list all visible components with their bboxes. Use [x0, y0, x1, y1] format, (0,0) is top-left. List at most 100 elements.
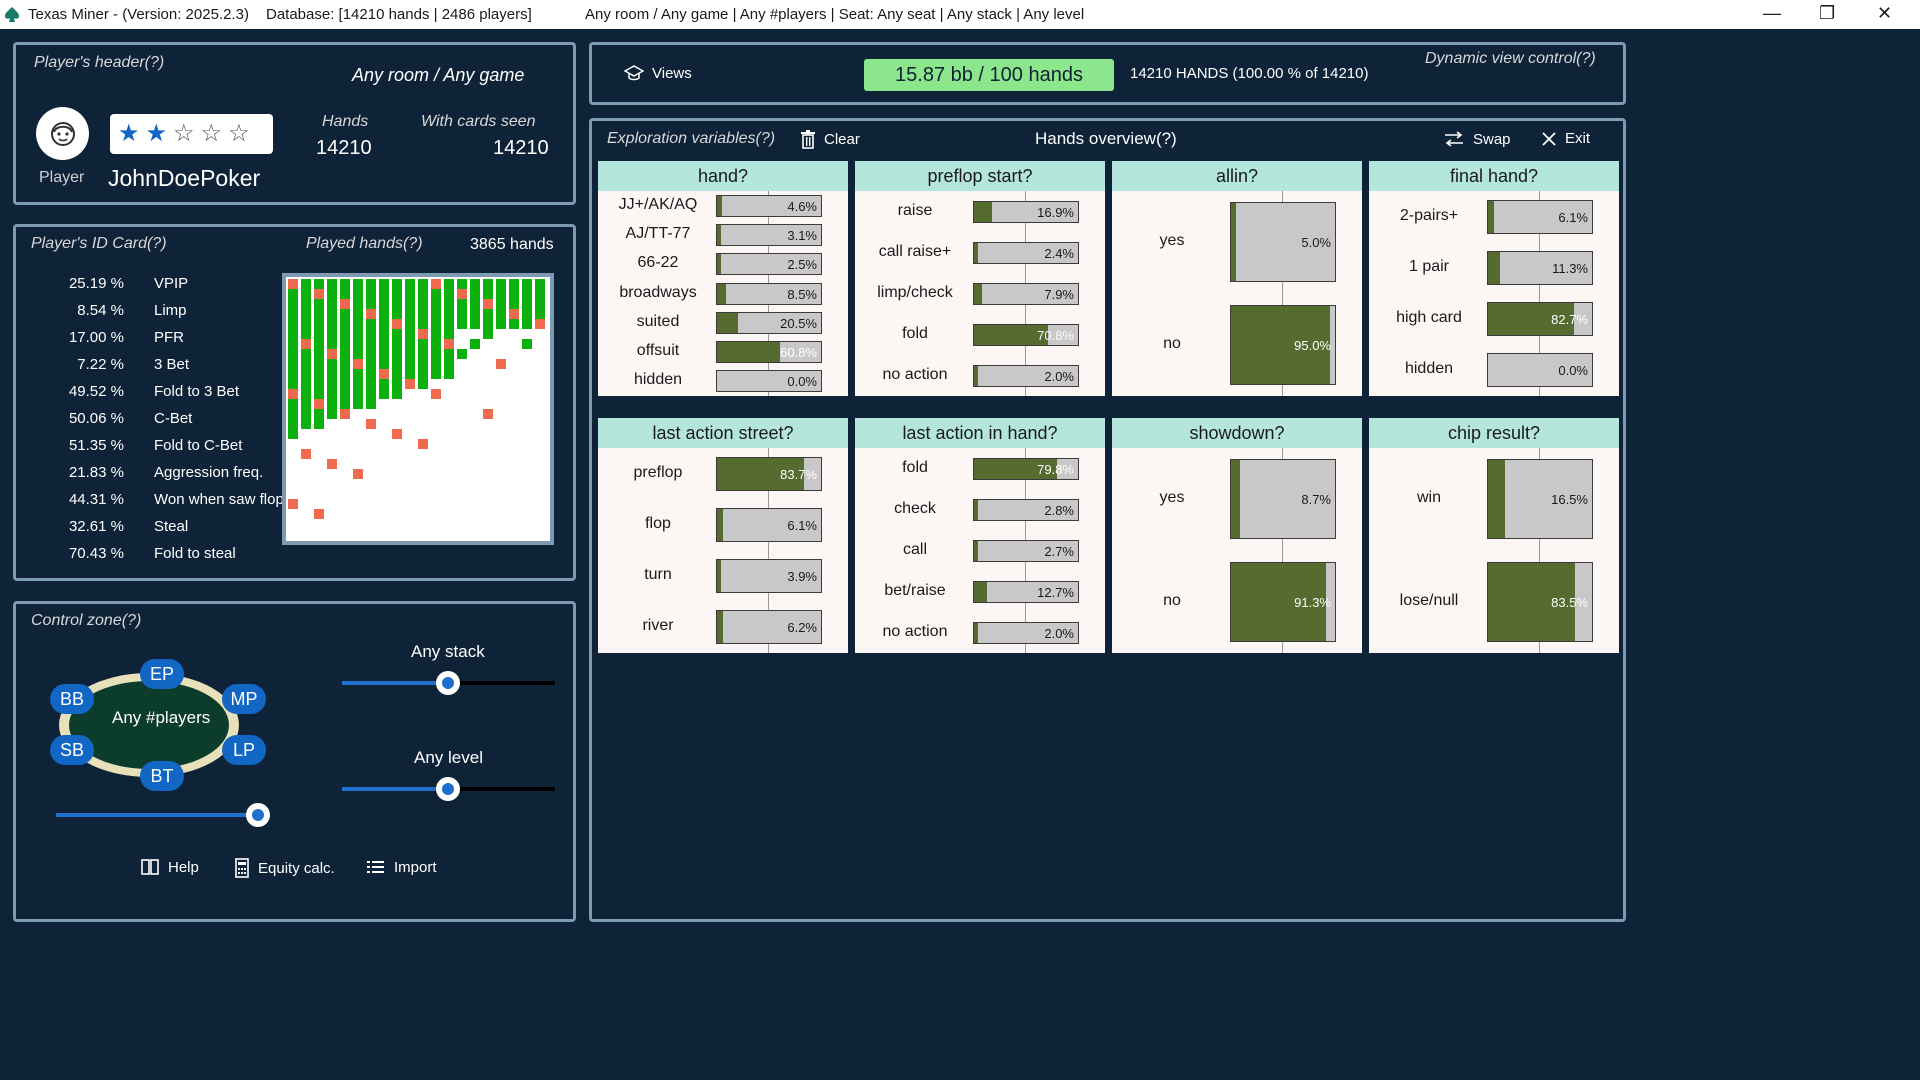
- seat-mp[interactable]: MP: [222, 684, 266, 714]
- players-slider-track[interactable]: [56, 813, 258, 817]
- option-row[interactable]: no 95.0%: [1112, 304, 1362, 385]
- percentage-bar[interactable]: 79.8%: [973, 457, 1079, 480]
- option-row[interactable]: lose/null 83.5%: [1369, 561, 1619, 642]
- card-title[interactable]: chip result?: [1369, 418, 1619, 448]
- option-row[interactable]: flop 6.1%: [598, 507, 848, 542]
- star-empty-icon[interactable]: ☆: [228, 120, 250, 147]
- option-row[interactable]: AJ/TT-77 3.1%: [598, 223, 848, 246]
- percentage-bar[interactable]: 6.1%: [1487, 199, 1593, 234]
- exploration-variables-title[interactable]: Exploration variables(?): [607, 130, 776, 147]
- help-button[interactable]: Help: [140, 858, 199, 876]
- percentage-bar[interactable]: 16.5%: [1487, 459, 1593, 540]
- percentage-bar[interactable]: 6.1%: [716, 507, 822, 542]
- percentage-bar[interactable]: 70.8%: [973, 323, 1079, 346]
- percentage-bar[interactable]: 2.4%: [973, 241, 1079, 264]
- played-hands-title[interactable]: Played hands(?): [306, 235, 423, 252]
- views-button[interactable]: Views: [624, 64, 692, 82]
- percentage-bar[interactable]: 8.7%: [1230, 459, 1336, 540]
- percentage-bar[interactable]: 0.0%: [1487, 353, 1593, 388]
- option-row[interactable]: fold 70.8%: [855, 323, 1105, 346]
- card-title[interactable]: allin?: [1112, 161, 1362, 191]
- option-row[interactable]: hidden 0.0%: [1369, 353, 1619, 388]
- star-empty-icon[interactable]: ☆: [200, 120, 223, 147]
- seat-lp[interactable]: LP: [222, 735, 266, 765]
- percentage-bar[interactable]: 60.8%: [716, 341, 822, 364]
- percentage-bar[interactable]: 82.7%: [1487, 302, 1593, 337]
- overview-card[interactable]: chip result? win 16.5% lose/null 83.5%: [1369, 418, 1619, 653]
- option-row[interactable]: limp/check 7.9%: [855, 282, 1105, 305]
- stat-row[interactable]: 32.61 % Steal: [40, 518, 188, 535]
- option-row[interactable]: check 2.8%: [855, 498, 1105, 521]
- percentage-bar[interactable]: 83.5%: [1487, 561, 1593, 642]
- percentage-bar[interactable]: 4.6%: [716, 194, 822, 217]
- stat-row[interactable]: 51.35 % Fold to C-Bet: [40, 437, 242, 454]
- stat-row[interactable]: 49.52 % Fold to 3 Bet: [40, 383, 239, 400]
- stat-row[interactable]: 7.22 % 3 Bet: [40, 356, 189, 373]
- option-row[interactable]: 1 pair 11.3%: [1369, 250, 1619, 285]
- overview-card[interactable]: final hand? 2-pairs+ 6.1% 1 pair 11.3% high c…: [1369, 161, 1619, 396]
- seat-bb[interactable]: BB: [50, 684, 94, 714]
- level-slider-handle[interactable]: [436, 777, 460, 801]
- id-card-title[interactable]: Player's ID Card(?): [31, 235, 167, 252]
- option-row[interactable]: preflop 83.7%: [598, 456, 848, 491]
- option-row[interactable]: win 16.5%: [1369, 459, 1619, 540]
- percentage-bar[interactable]: 3.1%: [716, 223, 822, 246]
- card-title[interactable]: last action in hand?: [855, 418, 1105, 448]
- option-row[interactable]: suited 20.5%: [598, 311, 848, 334]
- percentage-bar[interactable]: 12.7%: [973, 580, 1079, 603]
- percentage-bar[interactable]: 2.8%: [973, 498, 1079, 521]
- option-row[interactable]: high card 82.7%: [1369, 302, 1619, 337]
- option-row[interactable]: call raise+ 2.4%: [855, 241, 1105, 264]
- close-button[interactable]: ✕: [1877, 3, 1893, 23]
- option-row[interactable]: 2-pairs+ 6.1%: [1369, 199, 1619, 234]
- exit-button[interactable]: Exit: [1541, 130, 1590, 147]
- option-row[interactable]: yes 5.0%: [1112, 202, 1362, 283]
- percentage-bar[interactable]: 95.0%: [1230, 304, 1336, 385]
- hands-overview-title[interactable]: Hands overview(?): [1035, 129, 1177, 148]
- stat-row[interactable]: 25.19 % VPIP: [40, 275, 188, 292]
- overview-card[interactable]: allin? yes 5.0% no 95.0%: [1112, 161, 1362, 396]
- card-title[interactable]: showdown?: [1112, 418, 1362, 448]
- stat-row[interactable]: 70.43 % Fold to steal: [40, 545, 236, 562]
- winrate-button[interactable]: 15.87 bb / 100 hands: [864, 59, 1114, 91]
- seat-sb[interactable]: SB: [50, 735, 94, 765]
- option-row[interactable]: raise 16.9%: [855, 200, 1105, 223]
- option-row[interactable]: 66-22 2.5%: [598, 253, 848, 276]
- minimize-button[interactable]: —: [1763, 3, 1781, 23]
- card-title[interactable]: preflop start?: [855, 161, 1105, 191]
- player-name[interactable]: JohnDoePoker: [108, 165, 261, 191]
- maximize-button[interactable]: ❐: [1819, 3, 1836, 23]
- option-row[interactable]: fold 79.8%: [855, 457, 1105, 480]
- overview-card[interactable]: preflop start? raise 16.9% call raise+ 2.4% l…: [855, 161, 1105, 396]
- played-hands-heatmap[interactable]: [282, 273, 554, 545]
- card-title[interactable]: hand?: [598, 161, 848, 191]
- star-filled-icon[interactable]: ★: [118, 120, 140, 147]
- equity-calc-button[interactable]: Equity calc.: [234, 858, 335, 878]
- dynamic-view-title[interactable]: Dynamic view control(?): [1425, 50, 1596, 67]
- stat-row[interactable]: 17.00 % PFR: [40, 329, 184, 346]
- swap-button[interactable]: Swap: [1443, 130, 1511, 148]
- stat-row[interactable]: 21.83 % Aggression freq.: [40, 464, 263, 481]
- stat-row[interactable]: 50.06 % C-Bet: [40, 410, 192, 427]
- option-row[interactable]: JJ+/AK/AQ 4.6%: [598, 194, 848, 217]
- percentage-bar[interactable]: 83.7%: [716, 456, 822, 491]
- option-row[interactable]: river 6.2%: [598, 610, 848, 645]
- percentage-bar[interactable]: 6.2%: [716, 610, 822, 645]
- percentage-bar[interactable]: 91.3%: [1230, 561, 1336, 642]
- seat-ep[interactable]: EP: [140, 659, 184, 689]
- player-header-title[interactable]: Player's header(?): [34, 54, 165, 71]
- percentage-bar[interactable]: 2.0%: [973, 364, 1079, 387]
- seat-bt[interactable]: BT: [140, 761, 184, 791]
- card-title[interactable]: last action street?: [598, 418, 848, 448]
- star-filled-icon[interactable]: ★: [145, 120, 168, 147]
- percentage-bar[interactable]: 2.0%: [973, 621, 1079, 644]
- players-slider-handle[interactable]: [246, 803, 270, 827]
- table-players-label[interactable]: Any #players: [112, 708, 211, 727]
- percentage-bar[interactable]: 2.7%: [973, 539, 1079, 562]
- percentage-bar[interactable]: 7.9%: [973, 282, 1079, 305]
- percentage-bar[interactable]: 5.0%: [1230, 202, 1336, 283]
- stack-slider-handle[interactable]: [436, 671, 460, 695]
- control-zone-title[interactable]: Control zone(?): [31, 612, 142, 629]
- percentage-bar[interactable]: 0.0%: [716, 370, 822, 393]
- percentage-bar[interactable]: 8.5%: [716, 282, 822, 305]
